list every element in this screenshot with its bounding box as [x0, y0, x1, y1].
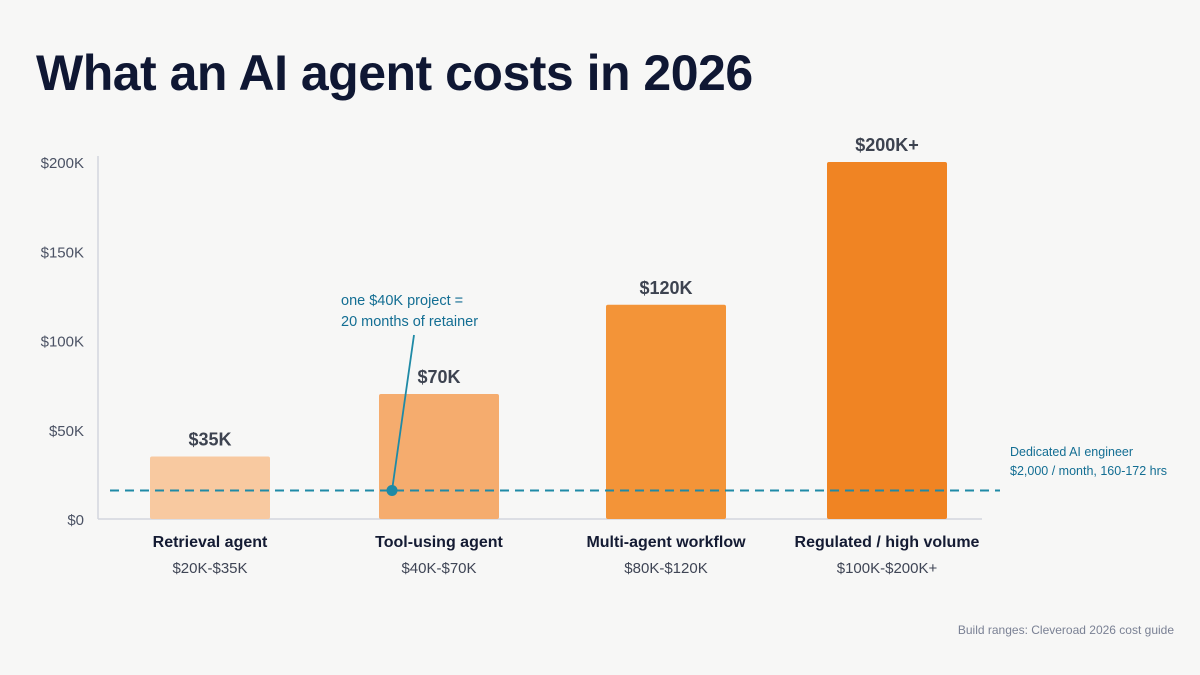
y-tick-label: $50K [49, 423, 84, 440]
x-category-label: Multi-agent workflow [586, 534, 746, 551]
bar-value-label: $35K [188, 430, 231, 450]
reference-line-label: Dedicated AI engineer [1010, 445, 1133, 459]
annotation-text: one $40K project = [341, 293, 463, 309]
y-tick-label: $100K [41, 334, 84, 351]
x-range-label: $20K-$35K [172, 560, 247, 577]
annotation-leader-line [391, 334, 415, 491]
bar-value-label: $70K [417, 367, 460, 387]
y-tick-label: $200K [41, 155, 84, 172]
y-tick-label: $0 [67, 512, 84, 529]
bar [827, 162, 947, 519]
annotation-marker [386, 484, 398, 496]
chart-title: What an AI agent costs in 2026 [36, 45, 753, 101]
reference-line-label: $2,000 / month, 160-172 hrs [1010, 464, 1167, 478]
bar-value-label: $120K [639, 278, 692, 298]
bar [379, 394, 499, 519]
x-category-label: Regulated / high volume [795, 534, 980, 551]
x-category-label: Tool-using agent [375, 534, 503, 551]
x-range-label: $40K-$70K [401, 560, 476, 577]
y-tick-label: $150K [41, 244, 84, 261]
source-note: Build ranges: Cleveroad 2026 cost guide [957, 623, 1174, 637]
bar-value-label: $200K+ [855, 135, 919, 155]
bar [606, 304, 726, 519]
x-category-label: Retrieval agent [153, 534, 268, 551]
bar [150, 456, 270, 519]
annotation-text: 20 months of retainer [341, 314, 478, 330]
x-range-label: $80K-$120K [624, 560, 707, 577]
x-range-label: $100K-$200K+ [837, 560, 938, 577]
